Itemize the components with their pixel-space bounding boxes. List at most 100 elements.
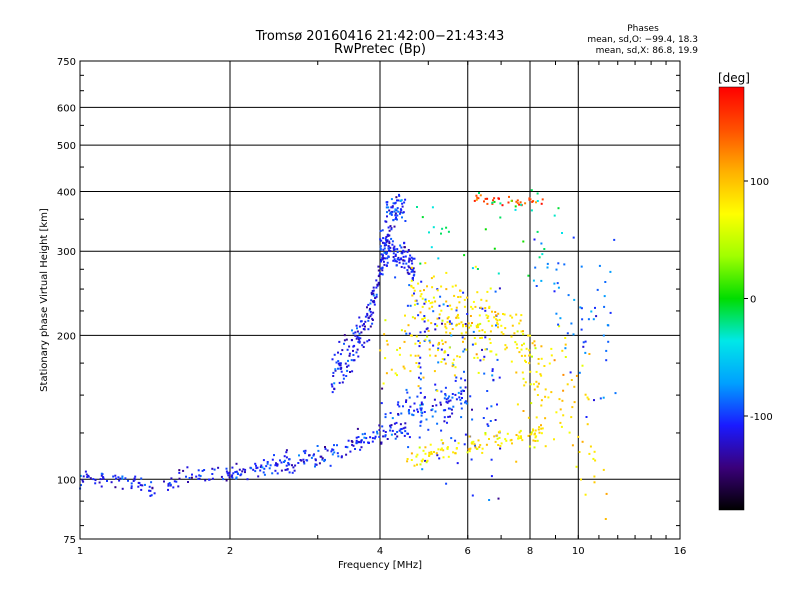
data-point [363,436,366,439]
data-point [394,433,397,436]
data-point [422,376,425,379]
data-point [428,339,431,342]
data-point [558,398,561,401]
data-point [451,396,454,399]
data-point [541,253,544,256]
data-point [474,305,477,308]
data-point [396,403,399,406]
data-point [436,324,439,327]
data-point [410,452,413,455]
data-point [463,390,465,392]
data-point [540,399,543,402]
data-point [342,377,345,380]
data-point [400,329,403,332]
data-point [440,390,443,393]
data-point [466,313,469,315]
data-point [287,462,290,464]
data-point [557,286,560,289]
data-point [297,462,300,464]
data-point [150,481,153,484]
data-point [383,263,386,266]
y-tick-label: 75 [63,535,76,546]
data-point [534,347,537,350]
data-point [402,427,405,430]
data-point [494,440,497,443]
data-point [417,365,420,368]
data-point [410,256,413,259]
data-point [390,424,393,427]
data-point [386,240,388,243]
data-point [525,347,528,350]
data-point [232,472,235,475]
data-point [442,303,445,306]
data-point [240,473,243,476]
data-point [419,331,422,334]
data-point [444,350,447,353]
data-point [560,425,563,428]
data-point [498,318,501,321]
data-point [431,405,434,407]
data-point [540,345,543,348]
data-point [540,279,543,282]
stats-x-mode: mean, sd,X: 86.8, 19.9 [596,46,699,56]
data-point [285,456,288,459]
data-point [144,483,146,486]
data-point [331,453,334,456]
data-point [557,207,560,210]
data-point [372,292,375,295]
data-point [444,394,447,397]
data-point [398,261,401,264]
data-point [451,412,454,415]
data-point [364,325,366,328]
data-point [231,466,234,469]
data-point [359,448,362,451]
data-point [356,327,358,330]
data-point [471,418,474,421]
data-point [149,494,152,497]
data-point [141,484,144,487]
data-point [474,265,477,268]
data-point [520,330,523,333]
data-point [199,475,202,477]
data-point [377,265,380,268]
data-point [139,484,142,487]
data-point [127,479,129,482]
data-point [436,288,439,291]
data-point [411,277,414,280]
data-point [407,446,410,449]
data-point [354,334,357,337]
data-point [509,314,512,317]
data-point [274,464,277,467]
data-point [403,367,406,370]
data-point [404,314,406,317]
data-point [412,267,415,270]
data-point [211,467,214,470]
data-point [110,481,113,484]
data-point [420,293,423,296]
data-point [130,485,133,488]
data-point [407,432,409,435]
data-point [413,292,415,295]
data-point [399,211,402,214]
data-point [332,371,335,374]
data-point [385,252,388,255]
data-point [358,332,361,335]
data-point [484,432,487,434]
data-point [371,319,374,321]
data-point [489,287,492,290]
data-point [429,453,432,456]
data-point [586,423,589,426]
data-point [217,466,220,469]
data-point [344,362,347,365]
data-point [555,411,558,414]
data-point [238,468,241,471]
data-point [488,338,491,341]
data-point [447,415,450,418]
data-point [354,331,357,334]
data-point [392,256,395,258]
data-point [535,201,537,204]
data-point [358,325,361,328]
data-point [407,410,410,413]
data-point [522,330,524,333]
data-point [559,317,562,320]
